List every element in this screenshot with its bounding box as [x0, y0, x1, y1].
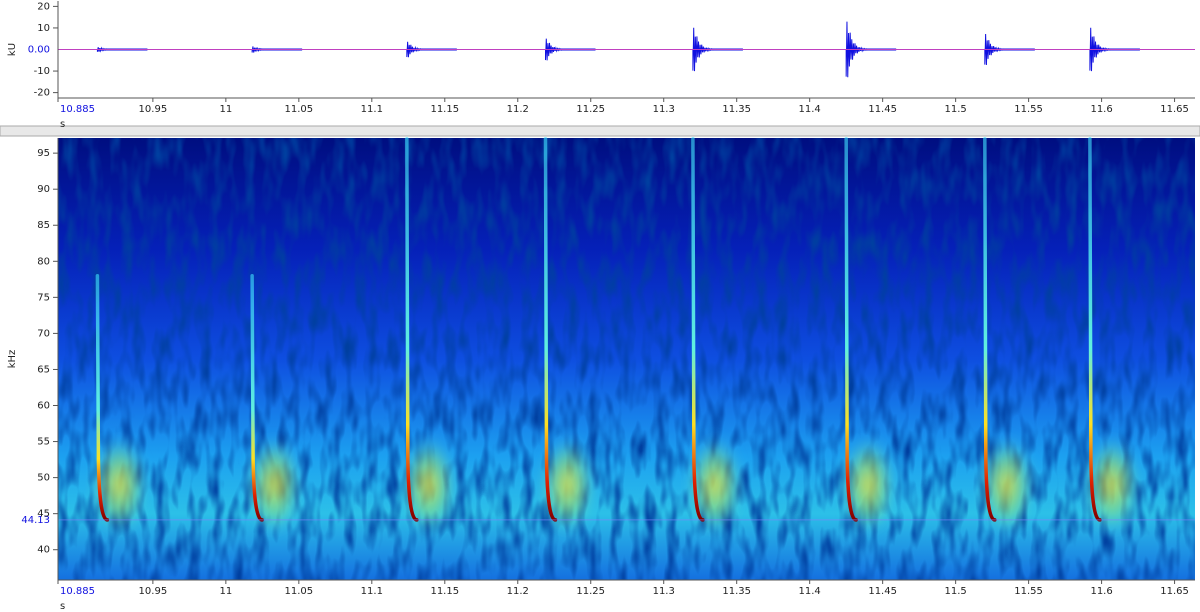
call-echo — [840, 434, 897, 535]
x-tick-label: 11.3 — [653, 586, 675, 597]
x-tick-label: 11.1 — [361, 104, 383, 115]
call — [983, 136, 997, 522]
x-tick-label: 11.25 — [576, 104, 605, 115]
x-tick-label: 10.885 — [60, 586, 95, 597]
x-axis-label: s — [60, 601, 65, 612]
x-tick-label: 11.15 — [430, 104, 459, 115]
call — [543, 136, 558, 522]
x-tick-label: 11.15 — [430, 586, 459, 597]
x-tick-label: 11 — [219, 586, 232, 597]
y-axis-label: kU — [7, 43, 18, 56]
x-tick-label: 11.35 — [722, 586, 751, 597]
y-tick-label: 40 — [37, 545, 50, 556]
call-echo — [539, 434, 596, 535]
y-tick-label: -10 — [34, 66, 50, 77]
x-tick-label: 11.6 — [1090, 586, 1112, 597]
x-tick-label: 11.05 — [285, 104, 314, 115]
y-tick-label: 75 — [37, 292, 50, 303]
y-tick-label: 95 — [37, 148, 50, 159]
call — [405, 136, 419, 522]
x-tick-label: 11.25 — [576, 586, 605, 597]
call — [691, 136, 705, 522]
y-tick-label: 85 — [37, 220, 50, 231]
x-tick-label: 11.4 — [799, 586, 821, 597]
y-tick-label: 20 — [37, 1, 50, 12]
call — [844, 136, 858, 522]
call — [250, 273, 264, 522]
call-echo — [91, 434, 148, 535]
x-tick-label: 10.885 — [60, 104, 95, 115]
x-tick-label: 11.6 — [1090, 104, 1112, 115]
x-tick-label: 10.95 — [139, 586, 168, 597]
x-tick-label: 11.1 — [361, 586, 383, 597]
cursor-label: 44.13 — [21, 515, 50, 526]
splitter[interactable] — [0, 125, 1200, 137]
x-tick-label: 11.5 — [944, 104, 966, 115]
x-tick-label: 11.05 — [285, 586, 314, 597]
x-tick-label: 11.2 — [507, 586, 529, 597]
y-tick-label: 60 — [37, 401, 50, 412]
x-tick-label: 11.55 — [1014, 104, 1043, 115]
y-tick-label: 50 — [37, 473, 50, 484]
x-tick-label: 11.45 — [868, 104, 897, 115]
x-tick-label: 10.95 — [139, 104, 168, 115]
y-axis-label: kHz — [7, 350, 18, 369]
y-tick-label: 80 — [37, 256, 50, 267]
call-echo — [400, 434, 457, 535]
spectrogram-panel: 44.13 40 45 50 55 60 65 70 75 80 85 90 95 10.885 10.95… — [7, 136, 1195, 612]
x-tick-label: 11.2 — [507, 104, 529, 115]
x-axis-label: s — [60, 119, 65, 130]
x-tick-label: 11.55 — [1014, 586, 1043, 597]
call-echo — [1083, 434, 1140, 535]
y-tick-label: 70 — [37, 328, 50, 339]
y-tick-label: 65 — [37, 364, 50, 375]
y-tick-label: 90 — [37, 184, 50, 195]
cursor-label: 0.00 — [28, 45, 50, 56]
waveform-panel: 0.00 20 10 -10 -20 10.885 10.95 11 11.05 11.1 11.1… — [7, 1, 1195, 130]
x-tick-label: 11.5 — [944, 586, 966, 597]
call-echo — [686, 434, 743, 535]
y-tick-label: 45 — [37, 509, 50, 520]
x-tick-label: 11.4 — [799, 104, 821, 115]
x-tick-label: 11.65 — [1160, 586, 1189, 597]
x-tick-label: 11.45 — [868, 586, 897, 597]
call — [1088, 136, 1102, 522]
call — [95, 273, 110, 522]
y-tick-label: -20 — [34, 88, 50, 99]
y-tick-label: 55 — [37, 437, 50, 448]
call-echo — [246, 434, 303, 535]
call-echo — [978, 434, 1035, 535]
x-tick-label: 11.35 — [722, 104, 751, 115]
x-tick-label: 11.3 — [653, 104, 675, 115]
x-tick-label: 11 — [219, 104, 232, 115]
x-tick-label: 11.65 — [1160, 104, 1189, 115]
y-tick-label: 10 — [37, 23, 50, 34]
